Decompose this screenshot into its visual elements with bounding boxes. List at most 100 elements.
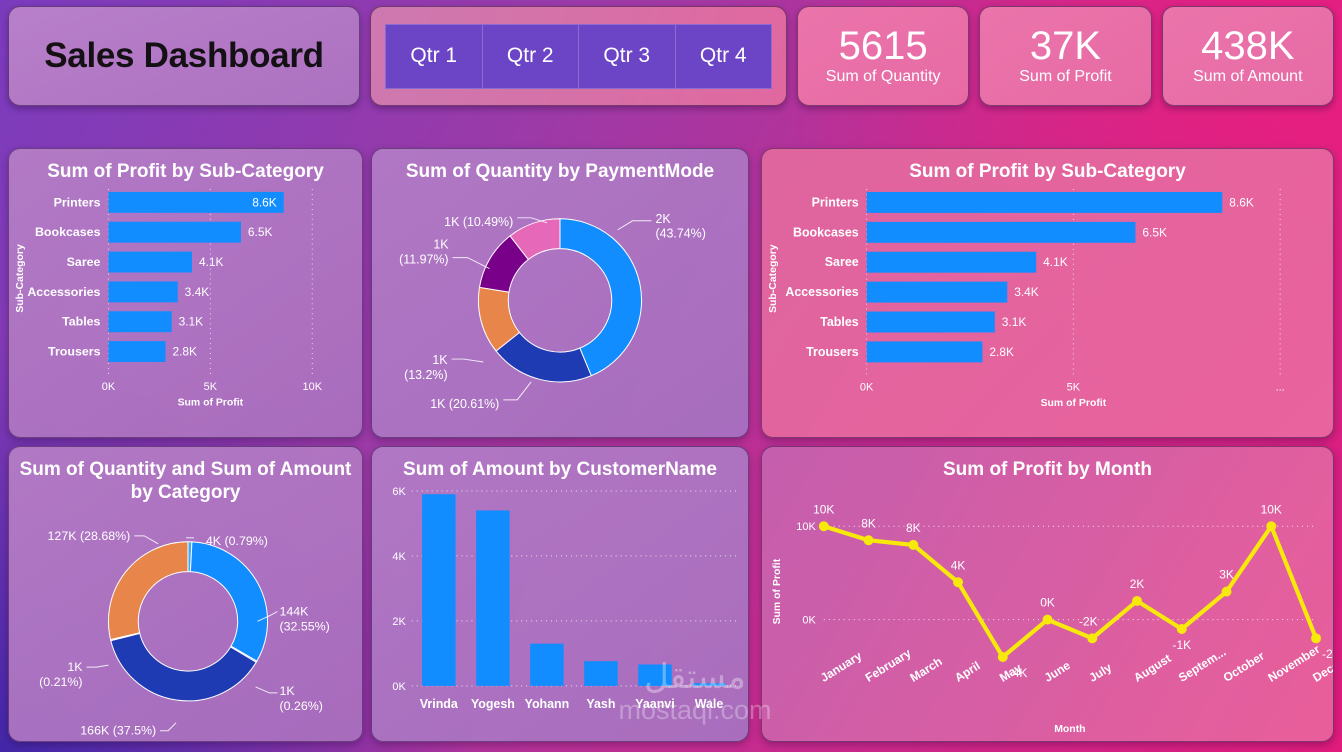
chart-plot-area[interactable]: Printers 8.6K Bookcases 6.5K Saree 4.1K Access… [762, 183, 1333, 437]
line-data-point [1266, 521, 1277, 532]
x-axis-month-label: October [1221, 649, 1268, 685]
x-axis-month-label: February [863, 646, 914, 685]
line-data-point [1176, 624, 1187, 635]
bar [108, 221, 241, 243]
column [584, 661, 618, 687]
quarter-button-3[interactable]: Qtr 3 [579, 23, 676, 89]
line-data-point [1132, 596, 1143, 607]
bar-value-label: 8.6K [252, 196, 277, 210]
column [476, 510, 510, 687]
line-data-point [818, 521, 829, 532]
quarter-button-2[interactable]: Qtr 2 [482, 23, 579, 89]
chart-profit-by-subcategory-right[interactable]: Sum of Profit by Sub-Category Printers 8.… [761, 148, 1334, 438]
y-axis-tick: 6K [392, 486, 406, 498]
quarter-button-4[interactable]: Qtr 4 [675, 23, 772, 89]
chart-plot-area[interactable]: 4K (0.79%) 144K (32.55%) 1K (0.26%) 166K (37.… [9, 504, 362, 741]
bar [866, 192, 1223, 214]
column [638, 664, 672, 687]
donut-slice [509, 218, 561, 261]
y-axis-tick: 4K [392, 551, 406, 563]
chart-amount-by-customername[interactable]: Sum of Amount by CustomerName 0K 2K 4K 6K Vr… [371, 446, 749, 742]
donut-data-label: 1K (10.49%) [444, 215, 513, 229]
bar-category-label: Tables [820, 315, 859, 329]
kpi-card-quantity[interactable]: 5615 Sum of Quantity [797, 6, 970, 106]
bar-value-label: 2.8K [172, 345, 197, 359]
bar-category-label: Accessories [27, 285, 100, 299]
chart-title: Sum of Amount by CustomerName [403, 459, 717, 480]
kpi-value-quantity: 5615 [838, 24, 928, 68]
chart-title: Sum of Profit by Sub-Category [909, 161, 1186, 182]
chart-quantity-amount-by-category[interactable]: Sum of Quantity and Sum of Amount by Cat… [8, 446, 363, 742]
donut-data-label: 1K (20.61%) [430, 397, 499, 411]
donut-slice [189, 541, 268, 663]
y-axis-tick: 0K [392, 681, 406, 693]
chart-plot-area[interactable]: 0K 10K 10K January 8K February 8K March 4K April -… [762, 481, 1333, 741]
quarter-slicer[interactable]: Qtr 1 Qtr 2 Qtr 3 Qtr 4 [370, 6, 787, 106]
x-axis-month-label: June [1042, 658, 1073, 685]
bar-value-label: 6.5K [248, 225, 273, 239]
bar-value-label: 3.4K [185, 285, 210, 299]
x-axis-title: Sum of Profit [1041, 398, 1107, 409]
x-axis-month-label: January [818, 649, 865, 685]
x-axis-month-label: July [1086, 660, 1114, 685]
x-axis-month-label: March [907, 654, 944, 685]
column [530, 643, 564, 687]
kpi-value-profit: 37K [1029, 24, 1102, 68]
quarter-button-1[interactable]: Qtr 1 [385, 23, 483, 89]
bar-category-label: Trousers [806, 345, 859, 359]
kpi-label-quantity: Sum of Quantity [825, 68, 941, 85]
line-data-label: 10K [1261, 502, 1282, 516]
chart-quantity-by-paymentmode[interactable]: Sum of Quantity by PaymentMode 2K (43.74%… [371, 148, 749, 438]
line-data-label: -2K [1079, 615, 1098, 629]
bar-value-label: 4.1K [1043, 255, 1068, 269]
x-axis-category-label: Yohann [525, 697, 570, 711]
bar [108, 281, 178, 303]
line-data-point [863, 535, 874, 546]
line-data-label: -4K [1009, 666, 1028, 680]
y-axis-title: Sub-Category [768, 244, 779, 313]
line-data-label: 3K [1219, 568, 1234, 582]
bar [866, 251, 1037, 273]
donut-data-label: 166K (37.5%) [80, 724, 156, 738]
x-axis-title: Month [1054, 724, 1085, 735]
line-data-label: -2K [1322, 647, 1333, 661]
chart-plot-area[interactable]: Printers 8.6K Bookcases 6.5K Saree 4.1K Access… [9, 183, 362, 437]
y-axis-tick: 10K [796, 521, 816, 533]
bar-category-label: Printers [54, 196, 101, 210]
kpi-label-amount: Sum of Amount [1193, 68, 1303, 85]
bar [866, 281, 1008, 303]
x-axis-title: Sum of Profit [178, 398, 244, 409]
dashboard-title-card: Sales Dashboard [8, 6, 360, 106]
bar-category-label: Tables [62, 315, 100, 329]
donut-data-label: (0.26%) [279, 699, 322, 713]
kpi-card-profit[interactable]: 37K Sum of Profit [979, 6, 1152, 106]
line-data-label: 8K [906, 521, 921, 535]
header-row: Sales Dashboard Qtr 1 Qtr 2 Qtr 3 Qtr 4 561… [8, 6, 1334, 106]
chart-profit-by-subcategory-left[interactable]: Sum of Profit by Sub-Category Printers 8.… [8, 148, 363, 438]
x-axis-category-label: Yaanvi [635, 697, 674, 711]
donut-data-label: 127K (28.68%) [48, 529, 131, 543]
chart-plot-area[interactable]: 2K (43.74%) 1K (20.61%) 1K (13.2%) 1K (11.97%)… [372, 183, 748, 437]
chart-plot-area[interactable]: 0K 2K 4K 6K Vrinda Yogesh Yohann Yash Yaanvi Wale [372, 481, 748, 741]
line-data-label: 0K [1040, 596, 1055, 610]
bar [108, 192, 284, 214]
bar-value-label: 4.1K [199, 255, 224, 269]
line-data-point [1221, 586, 1232, 597]
bar-category-label: Saree [825, 255, 859, 269]
line-series [821, 524, 1319, 660]
chart-title: Sum of Quantity and Sum of Amount by Cat… [19, 459, 352, 504]
y-axis-title: Sub-Category [15, 244, 26, 313]
chart-profit-by-month[interactable]: Sum of Profit by Month 0K 10K 10K January 8K… [761, 446, 1334, 742]
quarter-slicer-options[interactable]: Qtr 1 Qtr 2 Qtr 3 Qtr 4 [385, 23, 772, 89]
donut-data-label: (32.55%) [279, 620, 329, 634]
kpi-value-amount: 438K [1201, 24, 1295, 68]
bar [866, 341, 983, 363]
kpi-card-amount[interactable]: 438K Sum of Amount [1161, 6, 1334, 106]
x-axis-tick: ... [1276, 381, 1285, 393]
line-data-label: 10K [813, 502, 834, 516]
x-axis-tick: 5K [1067, 381, 1081, 393]
x-axis-month-label: April [952, 659, 982, 685]
x-axis-category-label: Wale [695, 697, 724, 711]
donut-data-label: (11.97%) [399, 253, 448, 267]
bar-value-label: 3.1K [179, 315, 204, 329]
